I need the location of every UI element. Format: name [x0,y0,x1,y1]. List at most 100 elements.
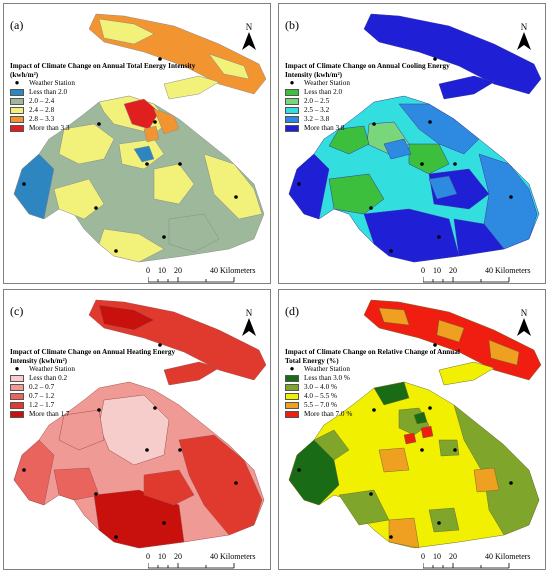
legend-swatch [10,98,24,106]
scale-tick: 40 Kilometers [485,266,531,275]
scale-bar-graphic [423,563,510,569]
legend-class: 4.0 – 5.5 % [304,392,337,401]
legend-swatch [10,411,24,419]
north-arrow-icon [517,318,531,336]
legend: Impact of Climate Change on Relative Cha… [285,348,475,419]
station-dot-icon: ● [289,78,295,88]
north-arrow-icon [242,32,256,50]
legend-swatch [10,125,24,133]
legend-swatch [10,107,24,115]
legend-station: Weather Station [29,365,75,374]
map-a [13,13,267,263]
north-arrow: N [513,22,535,55]
scale-bar: 0 10 20 40 Kilometers [146,552,270,569]
legend-swatch [10,116,24,124]
legend-swatch [10,402,24,410]
legend-class: More than 7.0 % [304,410,353,419]
scale-tick: 20 [174,552,182,561]
legend-class: Less than 2.0 [304,88,343,97]
panel-label: (a) [10,18,24,32]
map-d [288,299,542,549]
scale-tick: 10 [158,266,166,275]
legend-class: 2.4 – 2.8 [29,106,55,115]
legend-class: Less than 3.0 % [304,374,350,383]
legend-station: Weather Station [29,79,75,88]
scale-tick: 20 [174,266,182,275]
legend-class: 5.5 – 7.0 % [304,401,337,410]
north-label: N [245,22,253,32]
north-arrow: N [238,308,260,341]
legend-swatch [10,375,24,383]
legend-class: Less than 0.2 [29,374,68,383]
scale-tick: 0 [146,552,150,561]
scale-tick: 40 Kilometers [485,552,531,561]
legend-swatch [285,411,299,419]
north-label: N [245,308,253,318]
legend-swatch [10,384,24,392]
legend-station: Weather Station [304,365,350,374]
scale-bar: 0 10 20 40 Kilometers [421,552,545,569]
station-dot-icon: ● [14,78,20,88]
legend-swatch [285,89,299,97]
scale-tick: 10 [158,552,166,561]
legend-class: 3.0 – 4.0 % [304,383,337,392]
legend-class: 2.8 – 3.3 [29,115,55,124]
legend: Impact of Climate Change on Annual Heati… [10,348,200,419]
legend-class: 2.0 – 2.5 [304,97,330,106]
legend-class: 0.7 – 1.2 [29,392,55,401]
panel-c: (c) N Impact of Climate Change on Annual… [3,289,271,570]
north-arrow: N [513,308,535,341]
north-arrow-icon [242,318,256,336]
scale-tick: 10 [433,552,441,561]
legend-class: 2.5 – 3.2 [304,106,330,115]
legend-swatch [285,116,299,124]
map-c [13,299,267,549]
legend-class: 3.2 – 3.8 [304,115,330,124]
panel-label: (b) [285,18,299,32]
legend-swatch [285,393,299,401]
scale-tick: 0 [146,266,150,275]
legend: Impact of Climate Change on Annual Total… [10,62,200,133]
legend-title: Impact of Climate Change on Relative Cha… [285,348,460,365]
legend-title: Impact of Climate Change on Annual Heati… [10,348,176,365]
legend-swatch [285,98,299,106]
scale-bar: 0 10 20 40 Kilometers [146,266,270,283]
legend-class: More than 1.7 [29,410,70,419]
legend-swatch [285,107,299,115]
legend-class: 2.0 – 2.4 [29,97,55,106]
legend-swatch [285,402,299,410]
map-b [288,13,542,263]
north-label: N [520,308,528,318]
legend-swatch [10,393,24,401]
legend-class: 1.2 – 1.7 [29,401,55,410]
north-label: N [520,22,528,32]
scale-bar-graphic [423,277,510,283]
station-dot-icon: ● [289,364,295,374]
scale-tick: 0 [421,266,425,275]
scale-tick: 40 Kilometers [210,552,256,561]
panel-label: (c) [10,304,24,318]
legend-class: 0.2 – 0.7 [29,383,55,392]
legend-class: More than 3.8 [304,124,345,133]
panel-b: (b) N Impact of Climate Change on Annual… [278,3,546,284]
panel-a: (a) N Impact of Climate Change on Annual… [3,3,271,284]
legend-swatch [285,125,299,133]
legend-class: More than 3.3 [29,124,70,133]
panel-label: (d) [285,304,299,318]
legend-class: Less than 2.0 [29,88,68,97]
scale-bar-graphic [148,563,235,569]
scale-tick: 0 [421,552,425,561]
north-arrow-icon [517,32,531,50]
scale-bar: 0 10 20 40 Kilometers [421,266,545,283]
station-dot-icon: ● [14,364,20,374]
legend-station: Weather Station [304,79,350,88]
scale-tick: 20 [449,552,457,561]
legend-title: Impact of Climate Change on Annual Total… [10,62,196,79]
scale-tick: 10 [433,266,441,275]
scale-tick: 20 [449,266,457,275]
legend-swatch [285,384,299,392]
legend: Impact of Climate Change on Annual Cooli… [285,62,475,133]
legend-swatch [285,375,299,383]
north-arrow: N [238,22,260,55]
scale-bar-graphic [148,277,235,283]
